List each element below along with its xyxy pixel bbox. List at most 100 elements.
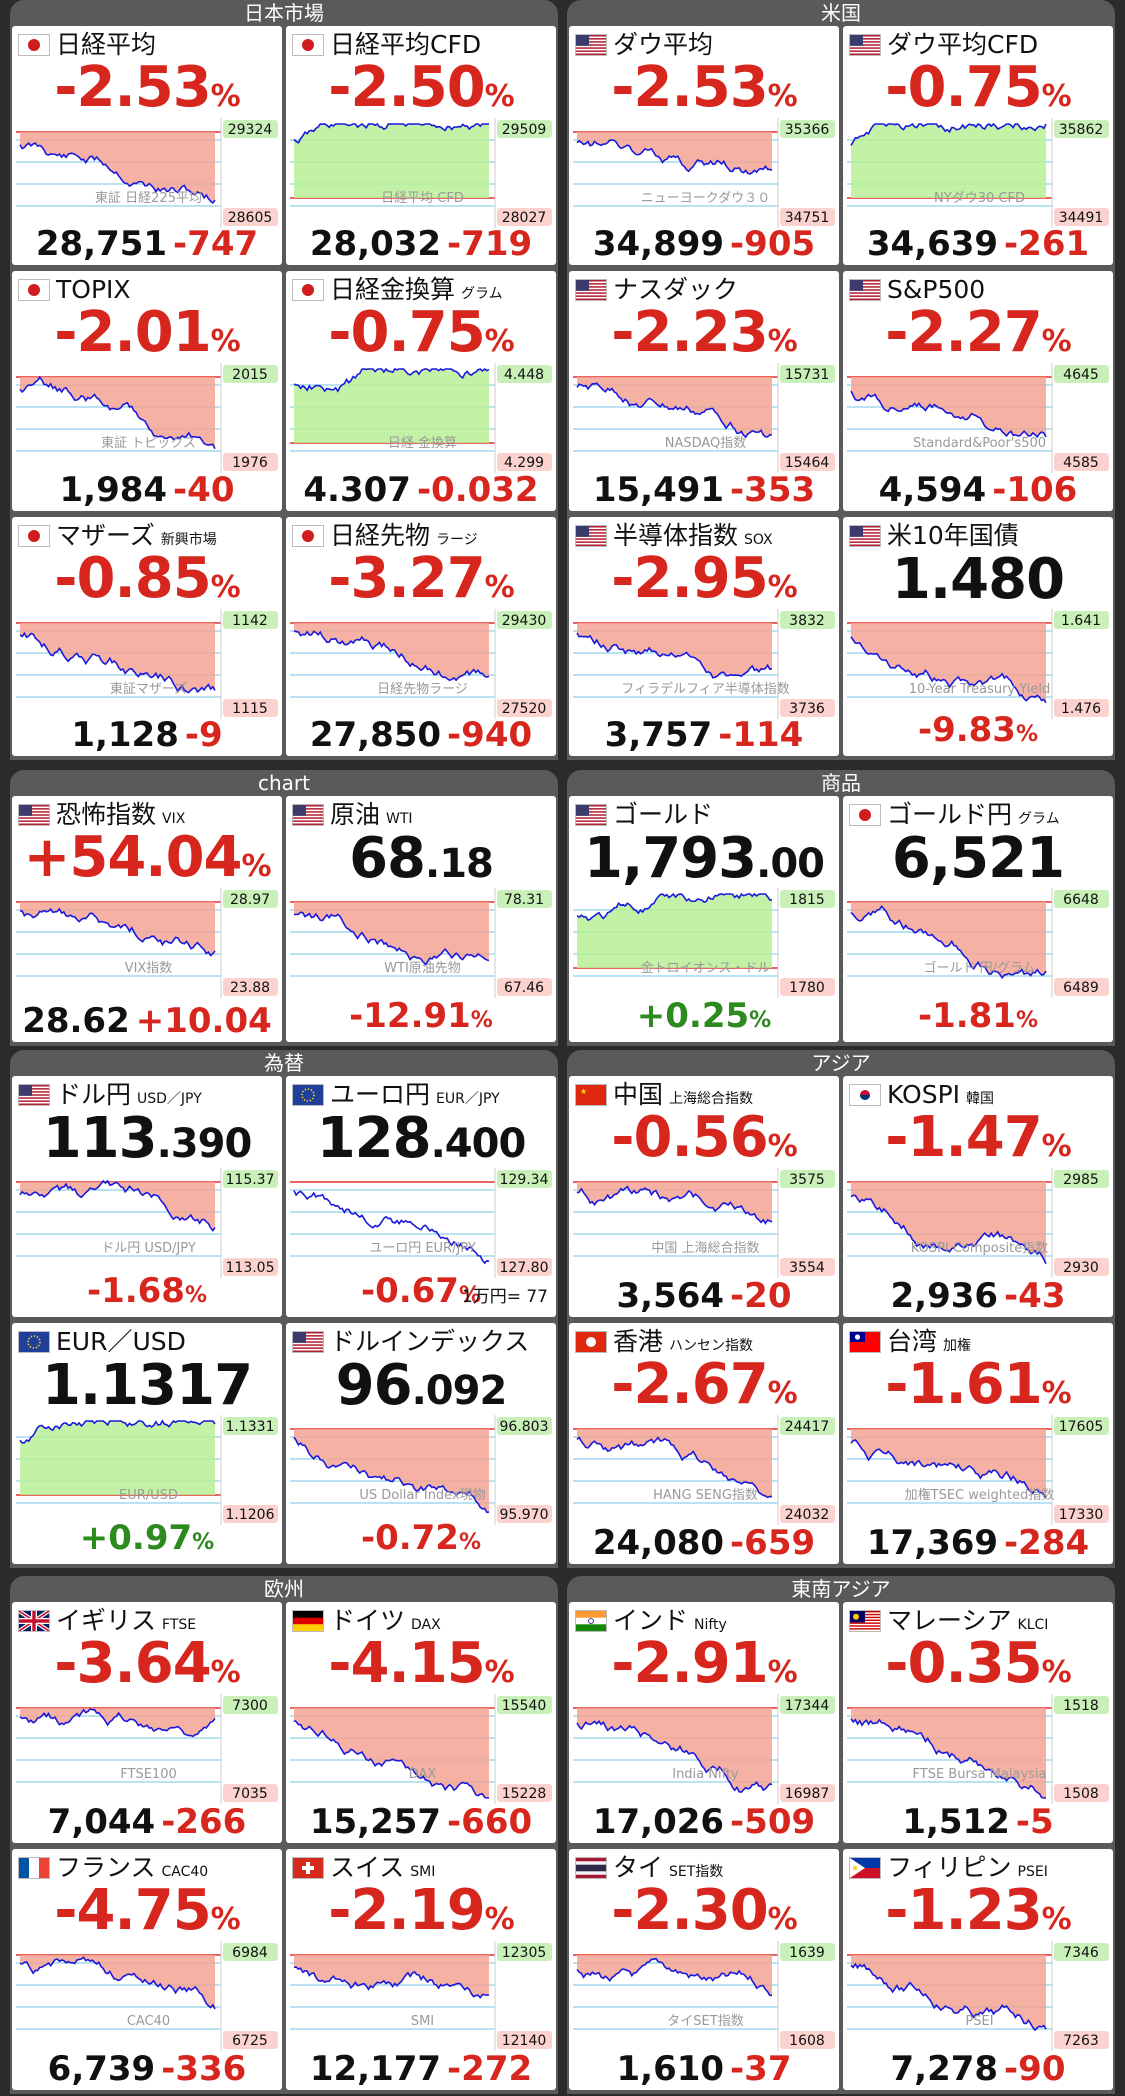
chart-high-label: 1.641 [1061, 613, 1101, 629]
chart-high-label: 24417 [785, 1419, 830, 1435]
chart-caption: CAC40 [127, 2014, 170, 2029]
chart-low-label: 34491 [1059, 210, 1104, 226]
chart-caption: ゴールド 円/グラム [923, 960, 1035, 976]
market-tile[interactable]: 日経先物 ラージ -3.27% 29430 27520 日経先物ラージ 27,850… [286, 516, 556, 756]
sparkline-chart: 1518 1508 FTSE Bursa Malaysia [847, 1694, 1109, 1804]
chart-low-label: 2930 [1063, 1260, 1099, 1276]
chart-high-label: 7346 [1063, 1945, 1099, 1961]
price-row: 12,177 -272 [309, 2049, 533, 2089]
tile-name: ナスダック [575, 273, 738, 307]
current-value: 6,521 [891, 826, 1065, 891]
change-percent: -2.27% [885, 300, 1071, 366]
market-tile[interactable]: フランス CAC40 -4.75% 6984 6725 CAC40 6,739 -33… [12, 1849, 282, 2090]
percent-row: +0.25% [636, 996, 772, 1036]
current-value: 96.092 [335, 1353, 508, 1418]
market-tile[interactable]: 日経平均CFD -2.50% 29509 28027 日経平均 CFD 28,03… [286, 26, 556, 266]
market-tile[interactable]: KOSPI 韓国 -1.47% 2985 2930 KOSPI Composite指… [843, 1076, 1113, 1317]
market-tile[interactable]: タイ SET指数 -2.30% 1639 1608 タイSET指数 1,610 -37 [569, 1849, 839, 2090]
market-tile[interactable]: EUR／USD 1.1317 1.1331 1.1206 EUR/USD +0.9… [12, 1323, 282, 1564]
chart-caption: SMI [411, 2014, 434, 2029]
sparkline-chart: 6984 6725 CAC40 [16, 1941, 278, 2051]
tile-subname: 新興市場 [160, 531, 217, 548]
chart-caption: NYダウ30 CFD [934, 191, 1025, 206]
sparkline-chart: 4645 4585 Standard&Poor's500 [847, 363, 1109, 474]
section-7: 東南アジア インド Nifty -2.91% 17344 16987 India Ni… [567, 1576, 1115, 2094]
market-tile[interactable]: 米10年国債 1.480 1.641 1.476 10-Year Treasury… [843, 516, 1113, 756]
tile-name: 台湾 加権 [849, 1325, 971, 1359]
price-row: 4,594 -106 [878, 469, 1078, 510]
chart-low-label: 1508 [1063, 1786, 1099, 1802]
market-tile[interactable]: S&P500 -2.27% 4645 4585 Standard&Poor's50… [843, 271, 1113, 511]
tile-name: ★ 中国 上海総合指数 [575, 1078, 753, 1112]
current-value: 128.400 [316, 1106, 527, 1171]
sparkline-chart: 29430 27520 日経先物ラージ [290, 608, 552, 719]
sparkline-chart: 3575 3554 中国 上海総合指数 [573, 1168, 835, 1278]
market-tile[interactable]: 台湾 加権 -1.61% 17605 17330 加権TSEC weighted指数… [843, 1323, 1113, 1564]
section-title: 米国 [821, 1, 861, 25]
chart-caption: FTSE100 [120, 1767, 176, 1782]
chart-caption: EUR/USD [119, 1488, 178, 1503]
market-tile[interactable]: 原油 WTI 68.18 78.31 67.46 WTI原油先物 -12.91% [286, 796, 556, 1042]
market-tile[interactable]: ドルインデックス 96.092 96.803 95.970 US Dollar I… [286, 1323, 556, 1564]
tile-name: KOSPI 韓国 [849, 1078, 994, 1112]
market-tile[interactable]: ユーロ円 EUR／JPY 128.400 129.34 127.80 ユーロ円 EU… [286, 1076, 556, 1317]
market-tile[interactable]: 香港 ハンセン指数 -2.67% 24417 24032 HANG SENG指数 2… [569, 1323, 839, 1564]
price-row: 1,128 -9 [71, 714, 223, 755]
market-tile[interactable]: 恐怖指数 VIX +54.04% 28.97 23.88 VIX指数 28.62 +1… [12, 796, 282, 1042]
sparkline-chart: 35366 34751 ニューヨークダウ３０ [573, 118, 835, 228]
sparkline-chart: 129.34 127.80 ユーロ円 EUR/JPY [290, 1168, 552, 1278]
sparkline-chart: 1.1331 1.1206 EUR/USD [16, 1415, 278, 1525]
market-tile[interactable]: TOPIX -2.01% 2015 1976 東証 トピックス 1,984 -40 [12, 271, 282, 511]
chart-caption: 東証マザーズ [110, 681, 187, 697]
chart-high-label: 35366 [785, 122, 830, 138]
market-tile[interactable]: ドル円 USD／JPY 113.390 115.37 113.05 ドル円 USD/… [12, 1076, 282, 1317]
market-tile[interactable]: フィリピン PSEI -1.23% 7346 7263 PSEI 7,278 -90 [843, 1849, 1113, 2090]
change-percent: +54.04% [23, 825, 271, 890]
market-tile[interactable]: ★ 中国 上海総合指数 -0.56% 3575 3554 中国 上海総合指数 3,56… [569, 1076, 839, 1317]
tile-subname: USD／JPY [137, 1091, 202, 1107]
market-tile[interactable]: ゴールド 1,793.00 1815 1780 金トロイオンス・ドル +0.25% [569, 796, 839, 1042]
chart-high-label: 6984 [232, 1945, 268, 1961]
section-6: 欧州 イギリス FTSE -3.64% 7300 7035 FTSE100 7,044… [10, 1576, 558, 2094]
price-row: 7,044 -266 [47, 1802, 247, 1842]
market-tile[interactable]: 日経平均 -2.53% 29324 28605 東証 日経225平均 28,751… [12, 26, 282, 266]
market-tile[interactable]: イギリス FTSE -3.64% 7300 7035 FTSE100 7,044 -2… [12, 1602, 282, 1843]
tile-subname: DAX [411, 1617, 441, 1633]
chart-low-label: 17330 [1059, 1507, 1104, 1523]
chart-low-label: 1.476 [1061, 701, 1101, 717]
current-value: 68.18 [349, 826, 494, 891]
chart-caption: NASDAQ指数 [665, 436, 747, 451]
change-percent: -4.15% [328, 1631, 514, 1696]
market-tile[interactable]: ゴールド円 グラム 6,521 6648 6489 ゴールド 円/グラム -1.81… [843, 796, 1113, 1042]
market-tile[interactable]: ダウ平均CFD -0.75% 35862 34491 NYダウ30 CFD 34,… [843, 26, 1113, 266]
market-tile[interactable]: ナスダック -2.23% 15731 15464 NASDAQ指数 15,491-… [569, 271, 839, 511]
market-tile[interactable]: ダウ平均 -2.53% 35366 34751 ニューヨークダウ３０ 34,899… [569, 26, 839, 266]
chart-low-label: 1115 [232, 701, 268, 717]
market-tile[interactable]: マレーシア KLCI -0.35% 1518 1508 FTSE Bursa Mal… [843, 1602, 1113, 1843]
tile-name: EUR／USD [18, 1325, 186, 1359]
market-tile[interactable]: マザーズ 新興市場 -0.85% 1142 1115 東証マザーズ 1,128 -9 [12, 516, 282, 756]
tile-subname: グラム [461, 286, 503, 303]
tile-name: 原油 WTI [292, 798, 413, 832]
change-percent: -1.61% [885, 1352, 1071, 1417]
chart-high-label: 6648 [1063, 892, 1099, 908]
tile-name: ユーロ円 EUR／JPY [292, 1078, 500, 1112]
tile-subname: 上海総合指数 [669, 1091, 754, 1107]
market-tile[interactable]: ドイツ DAX -4.15% 15540 15228 DAX 15,257 -660 [286, 1602, 556, 1843]
market-tile[interactable]: インド Nifty -2.91% 17344 16987 India Nifty 1… [569, 1602, 839, 1843]
market-tile[interactable]: 日経金換算 グラム -0.75% 4.448 4.299 日経 金換算 4.307-… [286, 271, 556, 511]
section-title: 為替 [264, 1051, 304, 1075]
chart-caption: ニューヨークダウ３０ [641, 191, 770, 206]
chart-high-label: 1518 [1063, 1698, 1099, 1714]
price-row: 17,026 -509 [592, 1802, 816, 1842]
price-row: 17,369 -284 [866, 1523, 1090, 1563]
chart-low-label: 15464 [785, 455, 830, 471]
section-5: アジア ★ 中国 上海総合指数 -0.56% 3575 3554 中国 上海総合指数 3… [567, 1050, 1115, 1568]
market-tile[interactable]: 半導体指数 SOX -2.95% 3832 3736 フィラデルフィア半導体指数 3… [569, 516, 839, 756]
tile-subname: 韓国 [966, 1091, 995, 1107]
chart-low-label: 4585 [1063, 455, 1099, 471]
tile-name: S&P500 [849, 273, 985, 307]
change-percent: -0.85% [54, 545, 240, 611]
sparkline-chart: 3832 3736 フィラデルフィア半導体指数 [573, 608, 835, 719]
market-tile[interactable]: スイス SMI -2.19% 12305 12140 SMI 12,177 -272 [286, 1849, 556, 2090]
